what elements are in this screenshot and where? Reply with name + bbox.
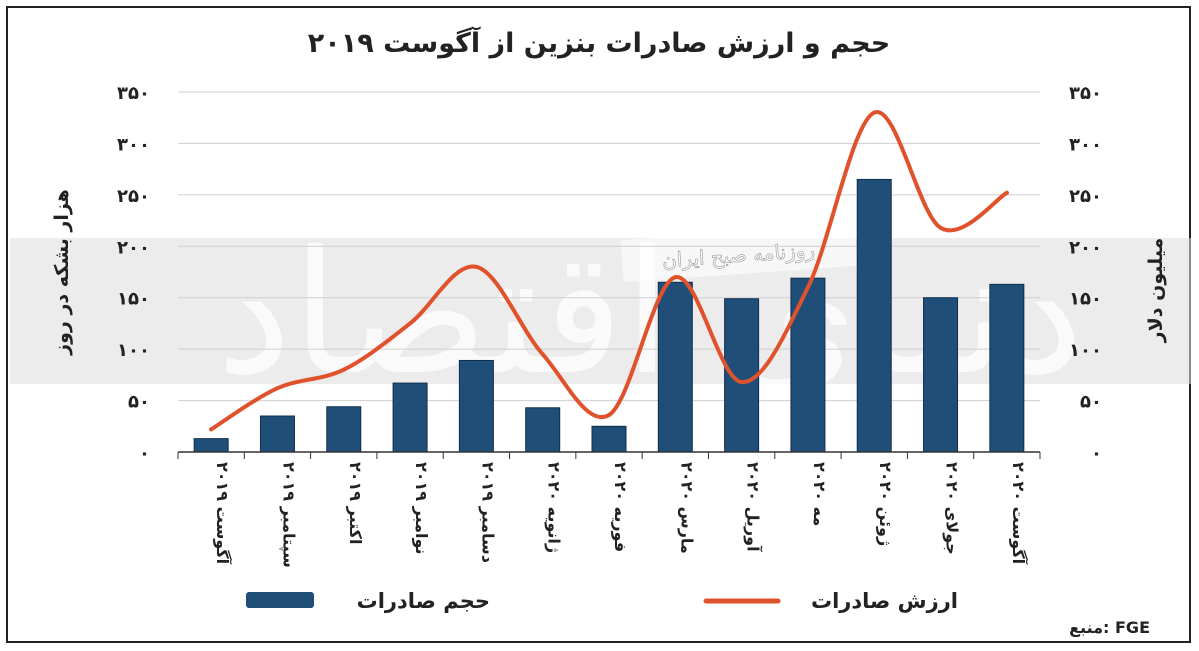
y-tick-right: ۳۵۰ <box>1069 83 1102 104</box>
legend-label-bars: حجم صادرات <box>357 589 490 613</box>
labels: حجم و ارزش صادرات بنزین از آگوست ۲۰۱۹ منب… <box>308 26 1150 637</box>
source-note: منبع: FGE <box>1069 618 1150 637</box>
bar <box>525 407 561 453</box>
value-line-point <box>209 427 214 432</box>
watermark-banner <box>620 223 858 283</box>
axes: ۰ ۰ ۵۰ ۵۰ ۱۰۰ ۱۰۰ ۱۵۰ ۱۵۰ ۲۰۰ ۲۰۰ ۲۵۰ ۲۵۰ ۳۰۰ ۳۰۰ ۳۵۰ ۳… <box>51 83 1167 568</box>
y-tick-left: ۲۰۰ <box>117 237 150 258</box>
chart-title: حجم و ارزش صادرات بنزین از آگوست ۲۰۱۹ <box>308 26 890 59</box>
bar <box>193 438 229 453</box>
value-line-point <box>1004 190 1009 195</box>
value-line-point <box>275 386 280 391</box>
bar <box>326 406 362 453</box>
x-tick-label: نوامبر ۲۰۱۹ <box>412 462 431 555</box>
value-line-point <box>739 380 744 385</box>
value-line-point <box>673 275 678 280</box>
y-tick-left: ۳۵۰ <box>117 83 150 104</box>
bar <box>458 359 494 453</box>
value-line-point <box>607 412 611 417</box>
value-line-point <box>938 225 943 230</box>
x-tick-label: ژوئن ۲۰۲۰ <box>876 462 895 546</box>
y-tick-right: ۳۰۰ <box>1069 134 1102 155</box>
y-tick-left: ۱۰۰ <box>117 340 150 361</box>
bar <box>591 425 627 453</box>
x-tick-label: دسامبر ۲۰۱۹ <box>478 462 497 563</box>
bar <box>790 277 826 453</box>
value-line-point <box>341 367 346 372</box>
bars <box>193 178 1025 453</box>
y-tick-left: ۲۵۰ <box>117 186 150 207</box>
y-tick-right: ۱۰۰ <box>1069 340 1102 361</box>
y-tick-left: ۰ <box>139 443 150 464</box>
value-line <box>209 110 1009 432</box>
x-tick-label: سپتامبر ۲۰۱۹ <box>278 462 298 568</box>
x-tick-label: اکتبر ۲۰۱۹ <box>346 462 365 544</box>
bar <box>856 178 892 453</box>
value-line-point <box>540 352 545 357</box>
value-line-point <box>805 285 810 290</box>
bar <box>259 415 295 453</box>
y-axis-title-right: میلیون دلار <box>1145 238 1167 344</box>
y-tick-left: ۳۰۰ <box>117 134 150 155</box>
y-tick-right: ۲۰۰ <box>1069 237 1102 258</box>
y-tick-right: ۰ <box>1091 443 1102 464</box>
x-tick-label: آگوست ۲۰۱۹ <box>213 462 233 565</box>
x-tick-label: آوریل ۲۰۲۰ <box>744 462 764 552</box>
y-tick-left: ۵۰ <box>128 392 150 413</box>
y-tick-left: ۱۵۰ <box>117 289 150 310</box>
y-tick-right: ۱۵۰ <box>1069 289 1102 310</box>
x-tick-label: فوریه ۲۰۲۰ <box>611 462 630 552</box>
value-line-point <box>474 264 479 269</box>
bar <box>657 281 693 453</box>
value-line-point <box>872 110 877 115</box>
x-tick-label: ژانویه ۲۰۲۰ <box>545 462 564 553</box>
bar <box>989 283 1025 453</box>
y-axis-title-left: هزار بشکه در روز <box>51 189 73 356</box>
bar <box>923 297 959 453</box>
x-tick-label: جولای ۲۰۲۰ <box>943 462 962 555</box>
x-tick-label: مه ۲۰۲۰ <box>810 462 829 526</box>
legend-swatch-bars <box>246 592 314 608</box>
x-tick-label: مارس ۲۰۲۰ <box>677 462 696 554</box>
x-tick-label: آگوست ۲۰۲۰ <box>1009 462 1029 565</box>
value-line-point <box>408 321 413 326</box>
bar <box>392 382 428 453</box>
y-tick-right: ۵۰ <box>1080 392 1102 413</box>
legend-label-line: ارزش صادرات <box>811 589 958 613</box>
legend: حجم صادرات ارزش صادرات <box>246 589 958 613</box>
y-tick-right: ۲۵۰ <box>1069 186 1102 207</box>
grid-lines <box>178 91 1040 402</box>
